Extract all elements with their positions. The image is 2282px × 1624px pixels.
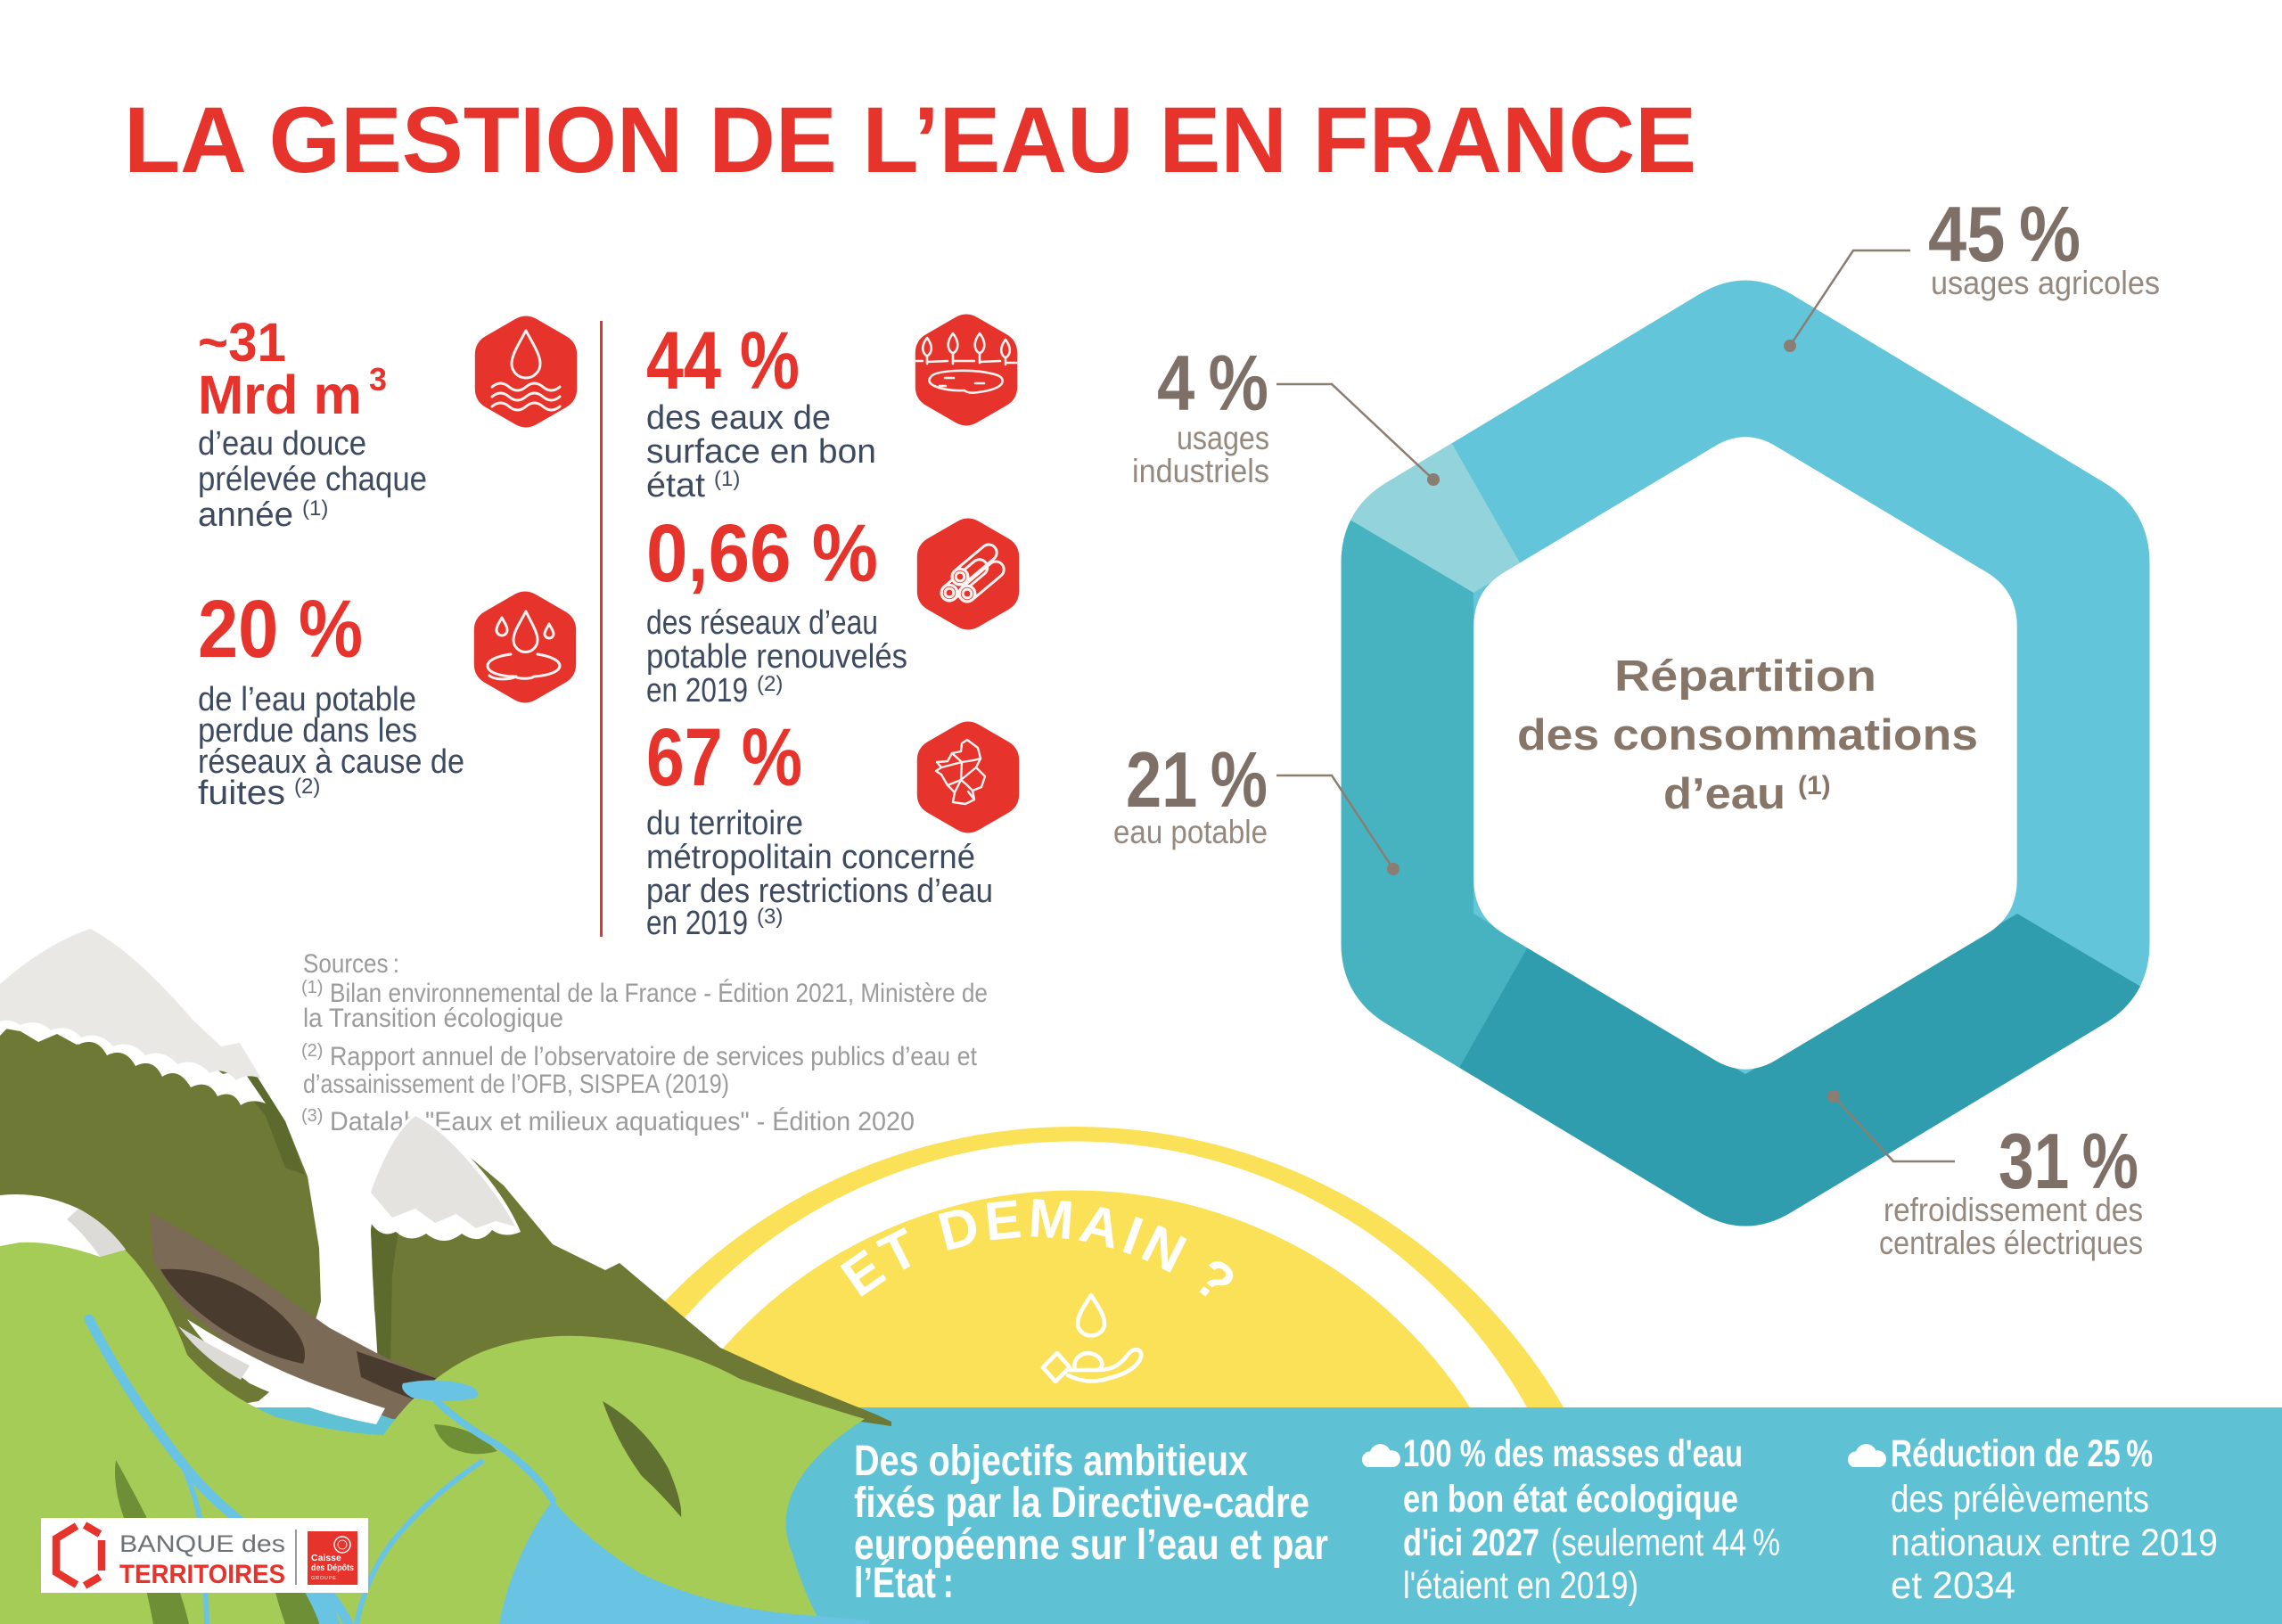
svg-text:(2): (2)	[301, 1041, 323, 1061]
svg-text:fixés par la Directive-cadre: fixés par la Directive-cadre	[854, 1480, 1309, 1527]
svg-text:(seulement 44 %: (seulement 44 %	[1551, 1521, 1780, 1564]
svg-text:des prélèvements: des prélèvements	[1891, 1478, 2149, 1521]
svg-text:perdue dans les: perdue dans les	[198, 712, 417, 750]
svg-text:l’État :: l’État :	[854, 1559, 954, 1607]
svg-text:état: état	[646, 467, 705, 504]
svg-text:67 %: 67 %	[646, 712, 802, 803]
svg-text:européenne sur l’eau et par: européenne sur l’eau et par	[854, 1521, 1328, 1569]
svg-text:de l’eau potable: de l’eau potable	[198, 681, 416, 718]
svg-text:(3): (3)	[301, 1106, 323, 1126]
svg-text:Des objectifs ambitieux: Des objectifs ambitieux	[854, 1438, 1248, 1485]
svg-text:TERRITOIRES: TERRITOIRES	[119, 1560, 285, 1589]
svg-text:GROUPE: GROUPE	[311, 1576, 337, 1581]
svg-text:en 2019: en 2019	[646, 672, 748, 709]
svg-text:LA GESTION DE L’EAU EN FRANCE: LA GESTION DE L’EAU EN FRANCE	[124, 88, 1696, 193]
svg-text:(1): (1)	[301, 978, 323, 997]
svg-text:d’assainissement de l’OFB, SIS: d’assainissement de l’OFB, SISPEA (2019)	[303, 1070, 729, 1099]
svg-text:Sources :: Sources :	[303, 949, 399, 979]
svg-text:par des restrictions d’eau: par des restrictions d’eau	[646, 873, 993, 910]
svg-text:20 %: 20 %	[198, 584, 363, 675]
svg-text:nationaux entre 2019: nationaux entre 2019	[1891, 1521, 2218, 1564]
svg-text:et 2034: et 2034	[1891, 1564, 2015, 1607]
svg-text:du territoire: du territoire	[646, 805, 803, 842]
svg-text:3: 3	[369, 361, 387, 398]
svg-text:100 % des masses d'eau: 100 % des masses d'eau	[1403, 1432, 1743, 1475]
svg-text:Réduction de 25 %: Réduction de 25 %	[1891, 1432, 2153, 1475]
svg-text:des consommations: des consommations	[1517, 711, 1978, 759]
svg-text:d’eau: d’eau	[1663, 770, 1785, 818]
svg-text:(1): (1)	[302, 496, 328, 521]
svg-text:des réseaux d’eau: des réseaux d’eau	[646, 604, 878, 642]
svg-text:eau potable: eau potable	[1113, 814, 1268, 850]
svg-text:industriels: industriels	[1132, 453, 1269, 489]
svg-text:des eaux de: des eaux de	[646, 399, 831, 437]
svg-text:métropolitain concerné: métropolitain concerné	[646, 839, 975, 876]
svg-text:surface en bon: surface en bon	[646, 433, 876, 471]
svg-text:la Transition écologique: la Transition écologique	[303, 1004, 563, 1033]
svg-text:refroidissement des: refroidissement des	[1884, 1192, 2143, 1228]
svg-text:4 %: 4 %	[1157, 339, 1268, 427]
svg-text:BANQUE des: BANQUE des	[119, 1530, 285, 1557]
svg-text:Répartition: Répartition	[1614, 652, 1876, 701]
svg-text:usages agricoles: usages agricoles	[1931, 265, 2160, 301]
svg-text:d'ici 2027: d'ici 2027	[1403, 1521, 1539, 1564]
svg-text:0,66 %: 0,66 %	[646, 508, 878, 599]
svg-text:(3): (3)	[757, 905, 783, 929]
svg-text:(1): (1)	[1798, 771, 1831, 800]
svg-text:21 %: 21 %	[1126, 735, 1268, 824]
svg-text:en 2019: en 2019	[646, 905, 748, 942]
svg-text:Rapport annuel de l’observatoi: Rapport annuel de l’observatoire de serv…	[330, 1042, 978, 1071]
svg-text:l'étaient en 2019): l'étaient en 2019)	[1403, 1564, 1638, 1607]
svg-text:(2): (2)	[757, 672, 783, 696]
svg-text:Bilan environnemental de la Fr: Bilan environnemental de la France - Édi…	[330, 979, 988, 1008]
svg-text:centrales électriques: centrales électriques	[1879, 1225, 2143, 1261]
svg-text:prélevée chaque: prélevée chaque	[198, 461, 427, 498]
svg-text:en bon état écologique: en bon état écologique	[1403, 1478, 1738, 1521]
svg-text:potable renouvelés: potable renouvelés	[646, 638, 907, 676]
svg-text:fuites: fuites	[198, 775, 285, 812]
svg-text:44 %: 44 %	[646, 316, 800, 406]
svg-text:~31: ~31	[198, 312, 286, 373]
svg-text:45 %: 45 %	[1928, 190, 2081, 278]
svg-text:usages: usages	[1177, 420, 1269, 456]
svg-text:d’eau douce: d’eau douce	[198, 425, 366, 463]
svg-text:réseaux à cause de: réseaux à cause de	[198, 743, 464, 781]
svg-text:(1): (1)	[714, 467, 740, 491]
svg-text:Caisse: Caisse	[311, 1553, 341, 1563]
svg-text:(2): (2)	[294, 775, 320, 799]
svg-text:31 %: 31 %	[1999, 1117, 2138, 1205]
svg-text:année: année	[198, 496, 293, 534]
svg-text:des Dépôts: des Dépôts	[311, 1562, 354, 1573]
svg-text:Mrd m: Mrd m	[198, 365, 362, 425]
